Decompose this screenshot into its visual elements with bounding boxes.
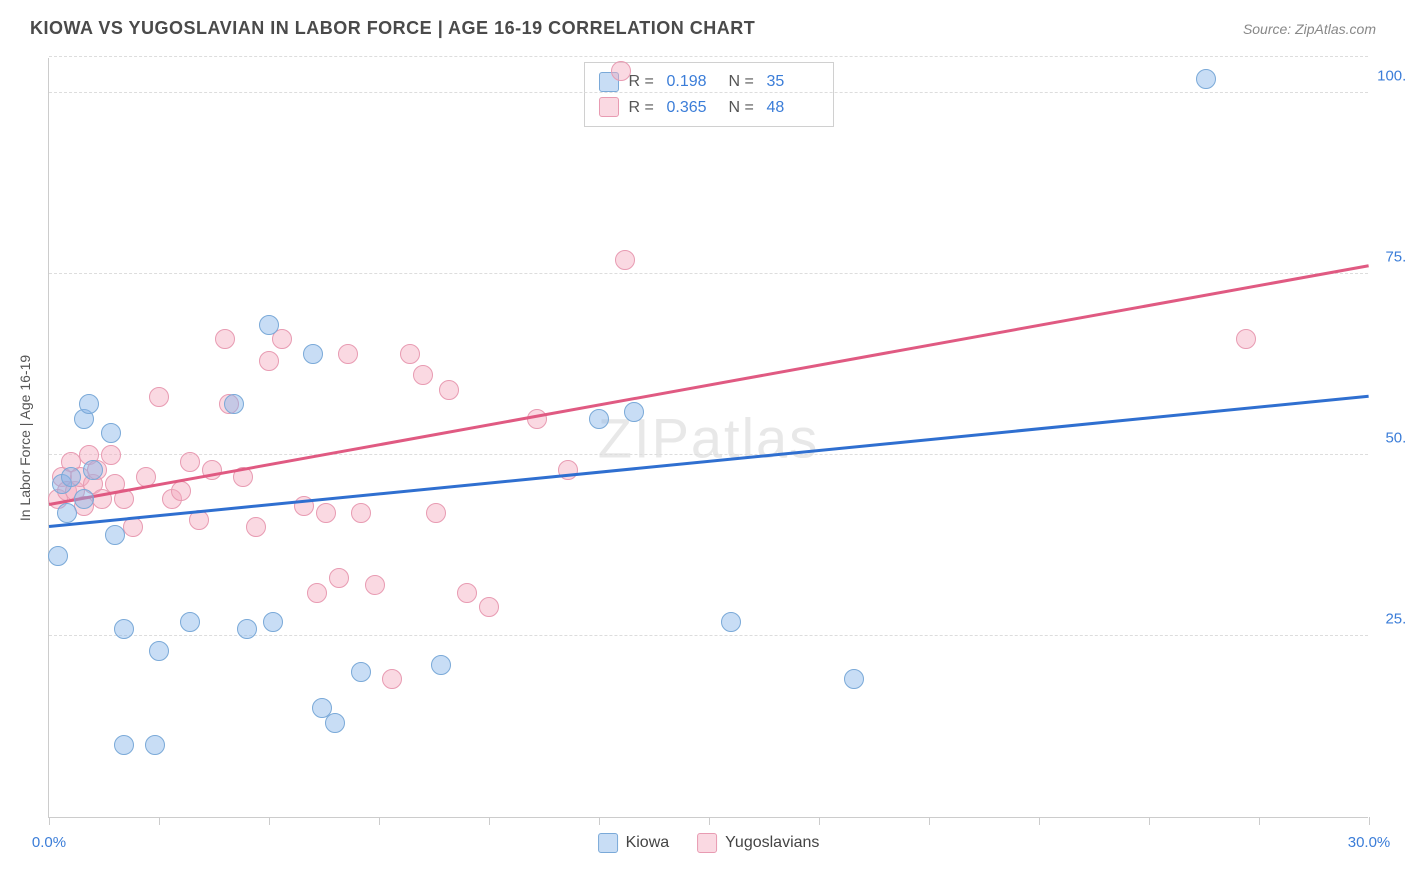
y-tick-label: 25.0%: [1385, 611, 1406, 628]
data-point-kiowa: [263, 612, 283, 632]
data-point-kiowa: [105, 525, 125, 545]
data-point-yugoslavians: [329, 568, 349, 588]
data-point-kiowa: [259, 315, 279, 335]
data-point-yugoslavians: [215, 329, 235, 349]
legend-n-value: 35: [767, 69, 819, 95]
data-point-kiowa: [79, 394, 99, 414]
y-tick-label: 75.0%: [1385, 249, 1406, 266]
legend-r-value: 0.198: [667, 69, 719, 95]
data-point-yugoslavians: [101, 445, 121, 465]
gridline: [49, 56, 1368, 57]
data-point-yugoslavians: [149, 387, 169, 407]
data-point-kiowa: [325, 713, 345, 733]
data-point-kiowa: [351, 662, 371, 682]
legend-n-label: N =: [729, 95, 757, 121]
chart-title: KIOWA VS YUGOSLAVIAN IN LABOR FORCE | AG…: [30, 18, 755, 39]
data-point-kiowa: [48, 546, 68, 566]
data-point-yugoslavians: [1236, 329, 1256, 349]
data-point-kiowa: [61, 467, 81, 487]
x-tick: [599, 817, 600, 825]
data-point-kiowa: [1196, 69, 1216, 89]
data-point-kiowa: [431, 655, 451, 675]
trend-line-kiowa: [49, 395, 1369, 528]
data-point-kiowa: [721, 612, 741, 632]
data-point-yugoslavians: [351, 503, 371, 523]
x-tick: [49, 817, 50, 825]
x-tick-label: 30.0%: [1348, 834, 1391, 851]
gridline: [49, 273, 1368, 274]
legend-item-yugoslavians: Yugoslavians: [697, 833, 819, 853]
x-tick: [159, 817, 160, 825]
data-point-kiowa: [57, 503, 77, 523]
legend-r-value: 0.365: [667, 95, 719, 121]
x-tick: [1039, 817, 1040, 825]
legend-n-label: N =: [729, 69, 757, 95]
data-point-yugoslavians: [527, 409, 547, 429]
data-point-kiowa: [149, 641, 169, 661]
legend-row-kiowa: R = 0.198 N = 35: [599, 69, 819, 95]
data-point-kiowa: [303, 344, 323, 364]
data-point-yugoslavians: [439, 380, 459, 400]
swatch-icon: [598, 833, 618, 853]
data-point-yugoslavians: [615, 250, 635, 270]
data-point-kiowa: [83, 460, 103, 480]
source-attribution: Source: ZipAtlas.com: [1243, 21, 1376, 37]
x-tick: [379, 817, 380, 825]
y-axis-label: In Labor Force | Age 16-19: [17, 354, 33, 520]
legend-n-value: 48: [767, 95, 819, 121]
swatch-icon: [599, 97, 619, 117]
x-tick: [929, 817, 930, 825]
data-point-yugoslavians: [123, 517, 143, 537]
data-point-yugoslavians: [426, 503, 446, 523]
legend-r-label: R =: [629, 95, 657, 121]
x-tick: [1259, 817, 1260, 825]
data-point-yugoslavians: [365, 575, 385, 595]
x-tick: [489, 817, 490, 825]
data-point-yugoslavians: [457, 583, 477, 603]
data-point-yugoslavians: [479, 597, 499, 617]
data-point-yugoslavians: [246, 517, 266, 537]
x-tick-label: 0.0%: [32, 834, 66, 851]
data-point-yugoslavians: [180, 452, 200, 472]
data-point-kiowa: [74, 489, 94, 509]
data-point-yugoslavians: [400, 344, 420, 364]
swatch-icon: [697, 833, 717, 853]
data-point-kiowa: [114, 735, 134, 755]
x-tick: [819, 817, 820, 825]
data-point-kiowa: [624, 402, 644, 422]
data-point-kiowa: [237, 619, 257, 639]
legend-item-kiowa: Kiowa: [598, 833, 670, 853]
legend-row-yugoslavians: R = 0.365 N = 48: [599, 95, 819, 121]
legend-series-label: Kiowa: [626, 834, 670, 852]
data-point-yugoslavians: [307, 583, 327, 603]
legend-r-label: R =: [629, 69, 657, 95]
y-tick-label: 50.0%: [1385, 430, 1406, 447]
y-tick-label: 100.0%: [1377, 68, 1406, 85]
data-point-kiowa: [145, 735, 165, 755]
data-point-kiowa: [589, 409, 609, 429]
x-tick: [709, 817, 710, 825]
data-point-kiowa: [224, 394, 244, 414]
data-point-yugoslavians: [338, 344, 358, 364]
series-legend: Kiowa Yugoslavians: [598, 833, 820, 853]
gridline: [49, 92, 1368, 93]
trend-line-yugoslavians: [49, 264, 1369, 505]
data-point-yugoslavians: [259, 351, 279, 371]
data-point-yugoslavians: [382, 669, 402, 689]
data-point-yugoslavians: [611, 61, 631, 81]
data-point-kiowa: [114, 619, 134, 639]
data-point-kiowa: [844, 669, 864, 689]
gridline: [49, 454, 1368, 455]
legend-series-label: Yugoslavians: [725, 834, 819, 852]
data-point-kiowa: [101, 423, 121, 443]
data-point-kiowa: [180, 612, 200, 632]
x-tick: [1149, 817, 1150, 825]
data-point-yugoslavians: [171, 481, 191, 501]
chart-plot-area: ZIPatlas In Labor Force | Age 16-19 R = …: [48, 58, 1368, 818]
x-tick: [1369, 817, 1370, 825]
data-point-yugoslavians: [316, 503, 336, 523]
x-tick: [269, 817, 270, 825]
data-point-yugoslavians: [413, 365, 433, 385]
